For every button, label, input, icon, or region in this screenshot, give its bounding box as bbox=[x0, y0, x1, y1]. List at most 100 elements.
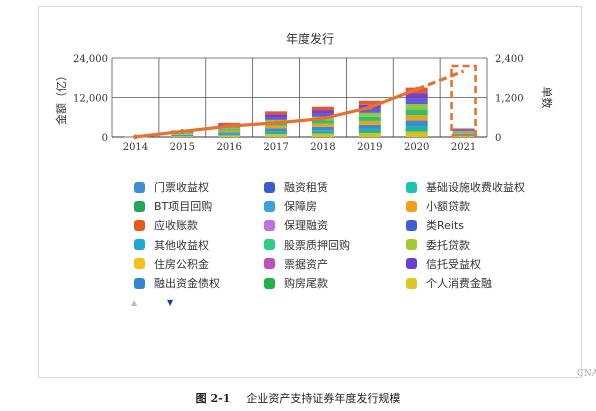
watermark: CNABS bbox=[577, 369, 596, 379]
legend-swatch bbox=[406, 200, 417, 212]
legend-item[interactable]: 融出资金债权 bbox=[134, 275, 220, 291]
legend-page-up-icon[interactable]: ▲ bbox=[131, 298, 138, 307]
bar-segment bbox=[452, 131, 475, 133]
bar-segment bbox=[358, 132, 381, 137]
legend-label: 基础设施收费收益权 bbox=[426, 181, 525, 194]
legend-item[interactable]: 类Reits bbox=[406, 217, 464, 233]
legend-item[interactable]: 住房公积金 bbox=[134, 256, 209, 272]
bar-segment bbox=[218, 130, 241, 133]
count-series-point bbox=[226, 123, 232, 129]
legend-label: 保理融资 bbox=[284, 219, 328, 233]
count-series-point bbox=[133, 134, 138, 140]
legend-label: 类Reits bbox=[426, 219, 465, 233]
y2-tick-label: 0 bbox=[495, 133, 501, 144]
legend-label: 住房公积金 bbox=[154, 257, 209, 271]
legend-label: 融资租赁 bbox=[284, 181, 328, 194]
count-series-forecast-line bbox=[416, 69, 465, 91]
x-tick-label: 2018 bbox=[310, 142, 335, 153]
caption-text: 企业资产支持证券年度发行规模 bbox=[246, 392, 401, 405]
legend-item[interactable]: 股票质押回购 bbox=[264, 237, 350, 253]
bar-segment bbox=[218, 135, 241, 137]
bar-segment bbox=[358, 120, 381, 125]
bar-segment bbox=[311, 110, 334, 114]
x-tick-label: 2017 bbox=[263, 142, 288, 153]
bar-segment bbox=[311, 113, 334, 117]
legend-item[interactable]: BT项目回购 bbox=[134, 198, 212, 214]
bar-segment bbox=[405, 115, 428, 121]
legend-swatch bbox=[134, 200, 145, 212]
legend-swatch bbox=[134, 181, 145, 193]
legend-item[interactable]: 基础设施收费收益权 bbox=[406, 179, 525, 195]
legend-item[interactable]: 票据资产 bbox=[264, 256, 328, 272]
count-series-point bbox=[273, 120, 279, 126]
legend-item[interactable]: 个人消费金融 bbox=[406, 275, 492, 291]
legend-label: 小额贷款 bbox=[426, 200, 470, 214]
legend-swatch bbox=[264, 219, 275, 231]
bar-segment bbox=[311, 120, 334, 124]
legend-item[interactable]: 保理融资 bbox=[264, 217, 328, 233]
legend-swatch bbox=[134, 219, 145, 231]
bar-segment bbox=[171, 136, 194, 137]
legend-swatch bbox=[406, 219, 417, 231]
bar-segment bbox=[452, 133, 475, 135]
bar-segment bbox=[452, 128, 475, 130]
bar-segment bbox=[265, 114, 288, 118]
bar-segment bbox=[358, 100, 381, 105]
legend-item[interactable]: 信托受益权 bbox=[406, 256, 481, 272]
figure-caption: 图 2-1 企业资产支持证券年度发行规模 bbox=[0, 390, 596, 406]
y-tick-label: 24,000 bbox=[73, 54, 108, 65]
legend-label: 保障房 bbox=[284, 200, 317, 214]
legend-swatch bbox=[134, 239, 145, 251]
legend-label: 票据资产 bbox=[284, 257, 328, 271]
legend-item[interactable]: 购房尾款 bbox=[264, 275, 328, 291]
legend-label: BT项目回购 bbox=[154, 200, 213, 214]
legend-item[interactable]: 小额贷款 bbox=[406, 198, 470, 214]
y2-tick-label: 2,400 bbox=[495, 54, 524, 65]
legend-swatch bbox=[134, 258, 145, 270]
x-tick-label: 2014 bbox=[123, 142, 148, 153]
legend-swatch bbox=[406, 239, 417, 251]
legend-swatch bbox=[264, 181, 275, 193]
bar-segment bbox=[171, 135, 194, 137]
legend-page-down-icon[interactable]: ▼ bbox=[167, 298, 174, 307]
bar-segment bbox=[405, 131, 428, 137]
bar-segment bbox=[218, 133, 241, 136]
legend-swatch bbox=[406, 258, 417, 270]
bar-segment bbox=[218, 129, 241, 131]
legend-label: 其他收益权 bbox=[154, 238, 209, 252]
legend-item[interactable]: 应收账款 bbox=[134, 217, 198, 233]
bar-segment bbox=[405, 126, 428, 132]
bar-segment bbox=[405, 98, 428, 105]
y-tick-label: 0 bbox=[102, 133, 108, 144]
legend-item[interactable]: 保障房 bbox=[264, 198, 317, 214]
legend-swatch bbox=[264, 277, 275, 289]
x-tick-label: 2020 bbox=[404, 142, 429, 153]
legend-label: 门票收益权 bbox=[154, 181, 209, 194]
bar-segment bbox=[405, 109, 428, 116]
chart-title: 年度发行 bbox=[285, 32, 334, 46]
legend-item[interactable]: 其他收益权 bbox=[134, 237, 209, 253]
bar-segment bbox=[311, 123, 334, 127]
forecast-highlight-box bbox=[450, 64, 477, 137]
bar-segment bbox=[452, 130, 475, 132]
legend-label: 信托受益权 bbox=[426, 257, 481, 271]
x-tick-label: 2016 bbox=[216, 142, 241, 153]
bar-segment bbox=[311, 130, 334, 134]
bar-segment bbox=[265, 111, 288, 115]
plot-area: 0 12,000 24,000 0 1,200 2,400 金额（亿） 单数 2014 2015 2… bbox=[54, 54, 553, 153]
x-tick-label: 2015 bbox=[170, 142, 195, 153]
legend-item[interactable]: 委托贷款 bbox=[406, 237, 470, 253]
bar-segment bbox=[405, 93, 428, 99]
bar-segment bbox=[358, 124, 381, 129]
bar-segment bbox=[265, 134, 288, 137]
legend-item[interactable]: 门票收益权 bbox=[134, 179, 209, 195]
bar-segment bbox=[452, 136, 475, 137]
y2-tick-label: 1,200 bbox=[495, 94, 524, 105]
bar-segment bbox=[311, 133, 334, 137]
legend-item[interactable]: 融资租赁 bbox=[264, 179, 328, 195]
bar-segment bbox=[358, 112, 381, 117]
bar-segment bbox=[218, 132, 241, 134]
bar-segment bbox=[311, 126, 334, 131]
legend-label: 个人消费金融 bbox=[426, 277, 492, 290]
legend-swatch bbox=[406, 277, 417, 289]
